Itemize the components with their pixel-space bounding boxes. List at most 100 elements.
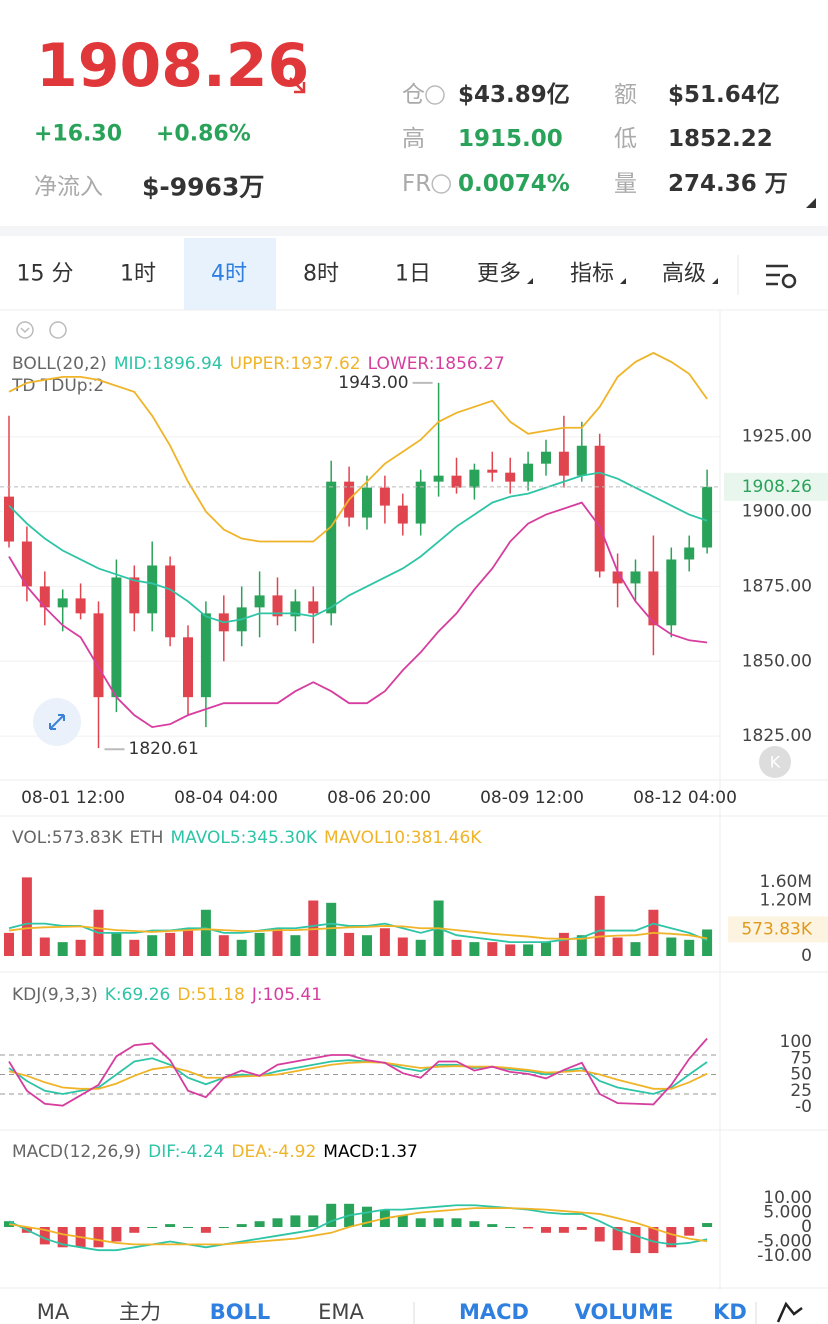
macd-bar xyxy=(39,1227,50,1245)
indicator-line xyxy=(8,501,708,729)
bottom-tab[interactable]: BOLL xyxy=(210,1300,271,1324)
info-icon xyxy=(431,174,451,194)
volume-bar xyxy=(666,937,677,956)
current-price-label: 1908.26 xyxy=(742,477,812,497)
volume-bar xyxy=(39,937,50,956)
candle-body xyxy=(684,547,695,560)
volume-bar xyxy=(200,909,211,956)
collapse-icon[interactable] xyxy=(16,321,34,339)
candle-body xyxy=(272,595,283,617)
legend-entry: DIF:-4.24 xyxy=(148,1142,224,1162)
candle-body xyxy=(75,598,86,614)
tab[interactable]: 更多 xyxy=(477,262,521,287)
macd-bar xyxy=(236,1224,247,1227)
indicator-line xyxy=(8,925,708,940)
y-tick-label: 50 xyxy=(790,1065,812,1085)
stat-label: 额 xyxy=(614,82,637,108)
price: 1908.26 xyxy=(36,31,309,101)
dropdown-mark xyxy=(527,278,533,284)
macd-bar xyxy=(183,1227,193,1228)
y-tick-label: 1.60M xyxy=(759,872,812,892)
bottom-tab[interactable]: MACD xyxy=(459,1300,529,1324)
macd-bar xyxy=(57,1227,68,1248)
candle-body xyxy=(397,505,408,524)
volume-bar xyxy=(165,932,176,956)
volume-bar xyxy=(397,937,408,956)
candle-body xyxy=(433,475,444,482)
candle-body xyxy=(558,451,569,476)
macd-bar xyxy=(451,1218,462,1227)
volume-bar xyxy=(111,932,122,956)
x-tick-label: 08-01 12:00 xyxy=(21,788,125,808)
candle-body xyxy=(326,481,337,614)
volume-bar xyxy=(4,932,14,956)
y-tick-label: 5.000 xyxy=(763,1203,812,1223)
stat-value: $51.64亿 xyxy=(668,82,780,108)
current-volume-box xyxy=(728,916,828,943)
tab[interactable]: 1时 xyxy=(120,262,156,287)
candle-body xyxy=(362,487,372,518)
dropdown-mark xyxy=(620,278,626,284)
macd-bar xyxy=(362,1206,372,1227)
macd-bar xyxy=(541,1227,551,1233)
macd-bar xyxy=(612,1227,623,1251)
stat-label: 低 xyxy=(614,126,637,152)
tab[interactable]: 指标 xyxy=(570,262,614,287)
volume-bar xyxy=(129,939,140,956)
macd-bar xyxy=(576,1227,587,1230)
legend-entry: MAVOL5:345.30K xyxy=(170,828,317,848)
x-tick-label: 08-04 04:00 xyxy=(174,788,278,808)
candle-body xyxy=(183,637,193,698)
candle-body xyxy=(487,469,498,473)
candle-body xyxy=(21,541,32,587)
volume-bar xyxy=(57,942,68,956)
bottom-tab[interactable]: MA xyxy=(37,1300,70,1324)
down-arrow xyxy=(289,77,306,94)
macd-bar xyxy=(558,1227,569,1233)
macd-bar xyxy=(290,1215,301,1227)
legend-entry: MAVOL10:381.46K xyxy=(324,828,482,848)
volume-bar xyxy=(469,942,480,956)
macd-bar xyxy=(93,1227,104,1248)
stat-value: 0.0074% xyxy=(458,171,570,197)
chart-icon[interactable] xyxy=(776,1301,803,1323)
candle-body xyxy=(254,595,265,608)
y-tick-label: 0 xyxy=(801,946,812,966)
macd-bar xyxy=(666,1227,677,1248)
candle-body xyxy=(505,472,516,482)
volume-bar xyxy=(576,935,587,956)
legend-entry: KDJ(9,3,3) xyxy=(12,985,98,1005)
bottom-tab[interactable]: 主力 xyxy=(119,1300,161,1324)
y-tick-label: -5.000 xyxy=(757,1232,812,1252)
volume-bar xyxy=(21,877,32,956)
gear-icon[interactable] xyxy=(49,321,67,339)
stat-value: 1852.22 xyxy=(668,126,773,152)
y-tick-label: 1925.00 xyxy=(742,427,812,447)
tab[interactable]: 15 分 xyxy=(17,262,74,287)
tab[interactable]: 4时 xyxy=(211,262,247,287)
k-button[interactable] xyxy=(759,746,791,778)
settings-icon[interactable] xyxy=(766,264,797,289)
y-tick-label: -10.00 xyxy=(757,1246,812,1266)
volume-bar xyxy=(487,942,498,956)
bottom-tab[interactable]: EMA xyxy=(318,1300,364,1324)
volume-bar xyxy=(344,932,355,956)
tab[interactable]: 高级 xyxy=(662,262,706,287)
volume-bar xyxy=(415,939,426,956)
tab[interactable]: 8时 xyxy=(303,262,339,287)
macd-bar xyxy=(505,1227,516,1228)
volume-bar xyxy=(236,939,247,956)
legend-entry: MACD:1.37 xyxy=(323,1142,418,1162)
volume-bar xyxy=(218,935,229,956)
volume-bar xyxy=(541,942,551,956)
candle-body xyxy=(523,463,534,482)
bottom-tab[interactable]: VOLUME xyxy=(575,1300,674,1324)
macd-bar xyxy=(200,1227,211,1233)
bottom-tabs: MA 主力 BOLL EMA MACD VOLUME KD xyxy=(37,1300,747,1324)
net-inflow: $-9963万 xyxy=(142,173,264,202)
tab[interactable]: 1日 xyxy=(395,262,431,287)
volume-bar xyxy=(147,935,158,956)
bottom-tab[interactable]: KD xyxy=(713,1300,747,1324)
